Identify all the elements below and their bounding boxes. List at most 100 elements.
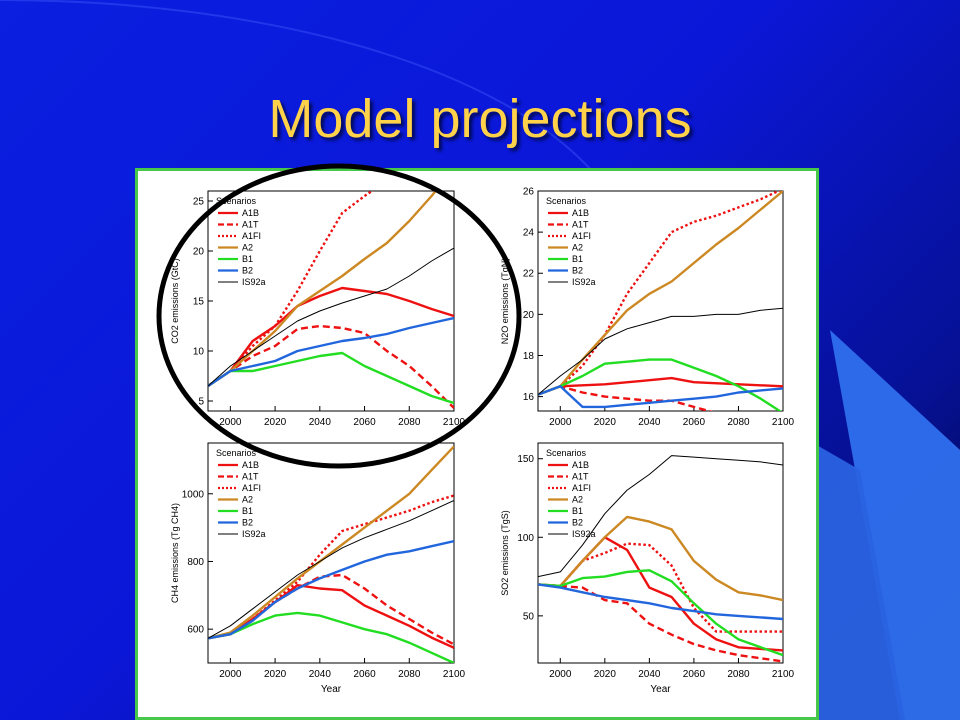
series-line-a1fi (538, 191, 782, 396)
legend-label: A1B (572, 208, 589, 218)
x-tick-label: 2000 (219, 417, 242, 428)
series-line-b1 (538, 569, 783, 657)
plot-frame (537, 442, 784, 664)
emissions-figure: 2000 2020 2040 2060 2080 2100 5 10 15 20 25 CO2 emi… (170, 187, 795, 696)
y-tick-label: 150 (517, 454, 534, 465)
series-line-is92a (208, 500, 454, 639)
legend-label: B2 (572, 518, 583, 528)
y-tick-label: 100 (517, 533, 534, 544)
y-tick-label: 600 (187, 625, 204, 636)
series-line-b1 (208, 611, 454, 663)
legend-label: A1B (572, 460, 589, 470)
x-tick-label: 2020 (594, 417, 617, 428)
y-tick-label: 15 (193, 297, 205, 308)
legend-label: B2 (242, 266, 253, 276)
x-tick-label: 2100 (443, 417, 466, 428)
y-axis-label: CH4 emissions (Tg CH4) (170, 503, 180, 603)
y-tick-label: 10 (193, 347, 205, 358)
x-tick-label: 2040 (309, 669, 332, 680)
y-tick-label: 18 (523, 351, 535, 362)
chart-2: 2000 2020 2040 2060 2080 2100 16 18 20 22 24 26 N2O … (500, 187, 795, 429)
x-tick-label: 2060 (683, 417, 706, 428)
x-tick-label: 2080 (727, 669, 750, 680)
legend-label: B2 (242, 518, 253, 528)
x-axis-label: Year (321, 684, 342, 695)
legend-label: A1B (242, 460, 259, 470)
x-tick-label: 2000 (549, 669, 572, 680)
legend-label: A1FI (242, 483, 261, 493)
legend-label: A1FI (242, 231, 261, 241)
legend-label: IS92a (242, 277, 266, 287)
legend-label: A2 (242, 495, 253, 505)
y-tick-label: 16 (523, 392, 535, 403)
y-axis-label: CO2 emissions (GtC) (170, 258, 180, 344)
x-tick-label: 2100 (772, 417, 795, 428)
x-tick-label: 2040 (309, 417, 332, 428)
legend-title: Scenarios (546, 448, 587, 458)
series-line-a2 (208, 445, 454, 640)
x-tick-label: 2080 (727, 417, 750, 428)
x-tick-label: 2020 (264, 417, 287, 428)
series-line-b2 (208, 540, 454, 640)
chart-4: 2000 2020 2040 2060 2080 2100 50 100 150 SO2 emis… (500, 442, 795, 695)
x-axis-label: Year (650, 684, 671, 695)
x-tick-label: 2060 (353, 417, 376, 428)
x-tick-label: 2040 (638, 417, 661, 428)
x-tick-label: 2040 (638, 669, 661, 680)
series-line-a2 (538, 191, 783, 396)
y-tick-label: 50 (523, 611, 535, 622)
y-tick-label: 25 (193, 197, 205, 208)
y-tick-label: 26 (523, 187, 535, 198)
legend-label: B1 (572, 506, 583, 516)
legend-label: A1FI (572, 483, 591, 493)
legend-label: B1 (242, 506, 253, 516)
series-line-b2 (538, 583, 783, 621)
series-line-is92a (538, 307, 783, 395)
x-tick-label: 2080 (398, 417, 421, 428)
legend-title: Scenarios (216, 448, 257, 458)
figure-panel: 2000 2020 2040 2060 2080 2100 5 10 15 20 25 CO2 emi… (135, 168, 819, 720)
x-tick-label: 2020 (264, 669, 287, 680)
y-axis-label: SO2 emissions (TgS) (500, 510, 510, 596)
x-tick-label: 2100 (772, 669, 795, 680)
y-tick-label: 20 (523, 310, 535, 321)
x-tick-label: 2000 (549, 417, 572, 428)
y-tick-label: 800 (187, 557, 204, 568)
series-line-a1fi (208, 494, 454, 640)
y-tick-label: 24 (523, 228, 535, 239)
y-tick-label: 22 (523, 269, 535, 280)
series-line-a1b (208, 584, 454, 649)
legend-title: Scenarios (546, 196, 587, 206)
legend-label: A2 (572, 495, 583, 505)
legend-label: A1T (572, 472, 589, 482)
legend-label: A1T (242, 472, 259, 482)
x-tick-label: 2060 (353, 669, 376, 680)
legend-label: A1FI (572, 231, 591, 241)
legend-label: A1T (572, 220, 589, 230)
x-tick-label: 2060 (683, 669, 706, 680)
legend-label: A2 (572, 243, 583, 253)
legend-title: Scenarios (216, 196, 257, 206)
series-line-a1t (538, 583, 783, 663)
plot-frame (537, 190, 784, 412)
y-tick-label: 20 (193, 247, 205, 258)
y-axis-label: N2O emissions (TgN) (500, 258, 510, 345)
legend-label: IS92a (572, 529, 596, 539)
series-line-b1 (538, 358, 782, 411)
legend-label: A2 (242, 243, 253, 253)
x-tick-label: 2100 (443, 669, 466, 680)
legend-label: B1 (572, 254, 583, 264)
legend-label: IS92a (242, 529, 266, 539)
x-tick-label: 2020 (594, 669, 617, 680)
y-tick-label: 1000 (182, 489, 205, 500)
series-line-b2 (538, 385, 783, 409)
legend-label: B1 (242, 254, 253, 264)
legend-label: A1B (242, 208, 259, 218)
series-line-a1t (208, 573, 454, 646)
x-tick-label: 2000 (219, 669, 242, 680)
slide-title: Model projections (268, 89, 692, 149)
series-line-a2 (538, 515, 783, 602)
legend-label: IS92a (572, 277, 596, 287)
